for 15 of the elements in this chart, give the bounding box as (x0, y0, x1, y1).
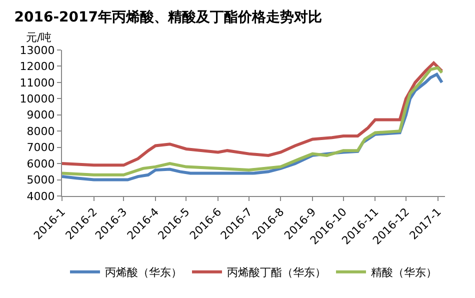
y-tick-label: 11000 (20, 76, 55, 90)
y-tick-label: 10000 (20, 92, 55, 106)
y-tick-label: 8000 (26, 124, 55, 138)
chart-title: 2016-2017年丙烯酸、精酸及丁酯价格走势对比 (14, 10, 322, 26)
y-tick-label: 7000 (26, 141, 55, 154)
legend-label: 精酸（华东） (371, 266, 437, 280)
y-tick-label: 13000 (20, 44, 55, 57)
legend-label: 丙烯酸（华东） (105, 266, 182, 280)
y-tick-label: 5000 (26, 174, 55, 187)
y-tick-label: 12000 (20, 60, 55, 74)
y-axis-title: 元/吨 (26, 31, 52, 44)
y-tick-label: 9000 (26, 108, 55, 122)
y-tick-label: 6000 (26, 157, 55, 170)
y-tick-label: 4000 (26, 190, 55, 203)
legend-label: 丙烯酸丁酯（华东） (227, 266, 326, 280)
